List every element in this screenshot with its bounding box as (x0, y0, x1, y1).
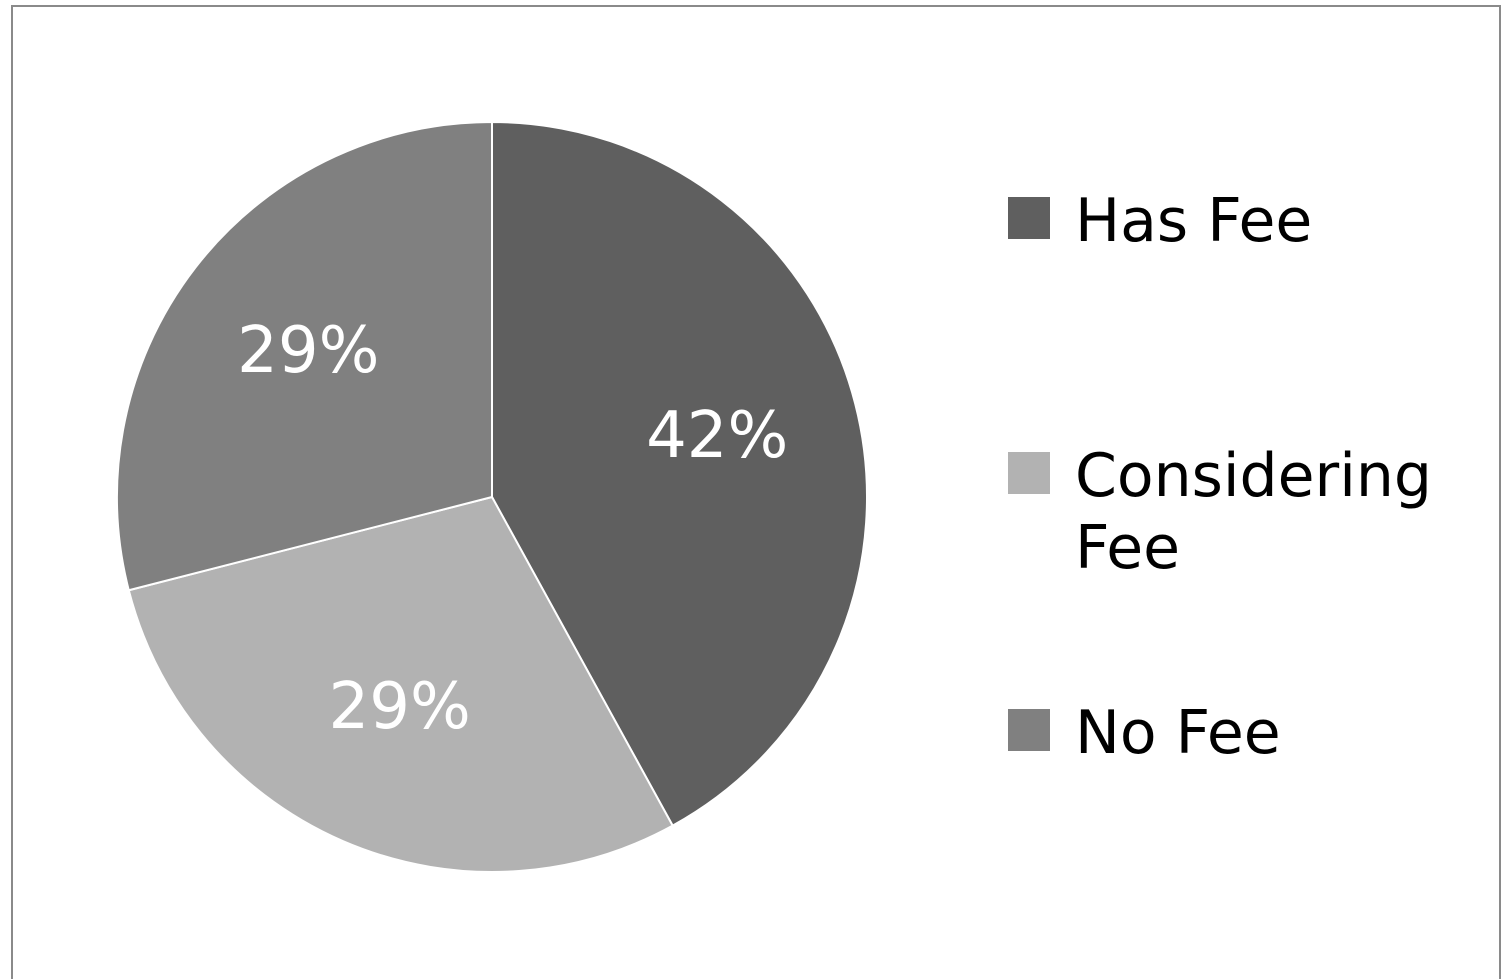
legend-swatch (1008, 709, 1050, 751)
legend-swatch (1008, 197, 1050, 239)
pie-slice (127, 495, 675, 873)
legend-label: No Fee (1075, 698, 1281, 768)
legend-label: Considering Fee (1075, 441, 1433, 583)
legend-label: Has Fee (1075, 186, 1313, 256)
pie-slice (116, 120, 493, 592)
pie-slice (491, 120, 868, 827)
data-label: 29% (329, 670, 471, 744)
legend-swatch (1008, 452, 1050, 494)
data-label: 42% (646, 399, 788, 473)
data-label: 29% (237, 314, 379, 388)
